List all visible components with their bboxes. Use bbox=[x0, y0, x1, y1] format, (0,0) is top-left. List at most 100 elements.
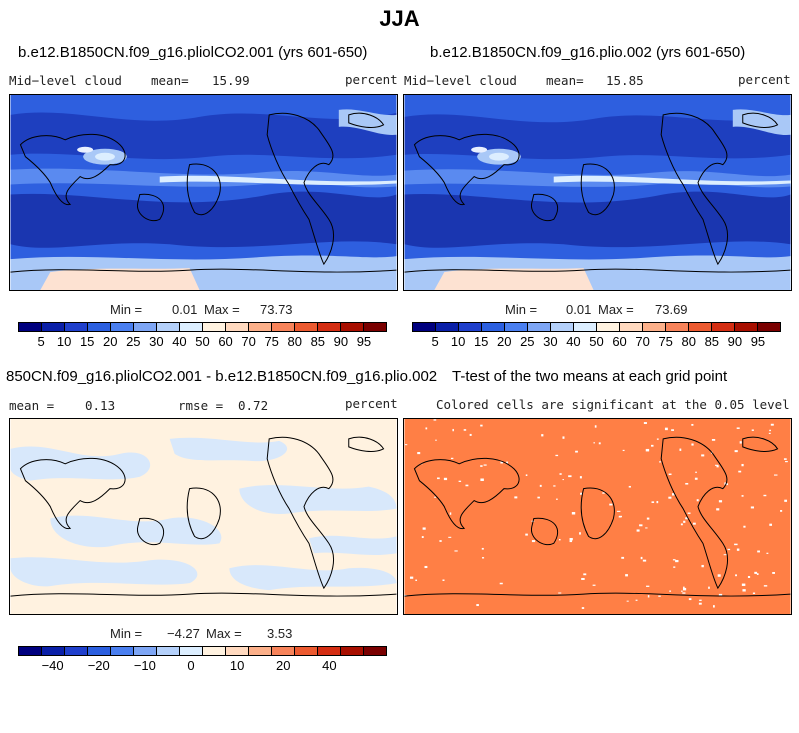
bottom-left-rmse-label: rmse = bbox=[178, 398, 224, 413]
colorbar-swatch bbox=[620, 323, 643, 331]
colorbar-tick-label: 80 bbox=[681, 334, 696, 349]
colorbar-swatch bbox=[436, 323, 459, 331]
top-right-max-label: Max = bbox=[598, 302, 634, 317]
colorbar-tick-label: 80 bbox=[287, 334, 302, 349]
colorbar-tick-label: 20 bbox=[497, 334, 512, 349]
top-right-colorbar-labels: 5 10 15 20 25 30 40 50 60 70 75 80 85 90 95 bbox=[412, 334, 781, 350]
top-right-mean-label: mean= bbox=[546, 73, 584, 88]
colorbar-swatch bbox=[643, 323, 666, 331]
bottom-left-max-value: 3.53 bbox=[267, 626, 293, 641]
colorbar-swatch bbox=[111, 647, 134, 655]
colorbar-swatch bbox=[528, 323, 551, 331]
colorbar-swatch bbox=[19, 323, 42, 331]
colorbar-swatch bbox=[318, 647, 341, 655]
colorbar-tick-label: 70 bbox=[241, 334, 256, 349]
top-right-mean-value: 15.85 bbox=[606, 73, 644, 88]
colorbar-tick-label: −40 bbox=[41, 658, 64, 673]
colorbar-tick-label: 15 bbox=[473, 334, 489, 349]
top-left-map bbox=[9, 94, 398, 291]
colorbar-tick-label: 60 bbox=[612, 334, 627, 349]
bottom-left-mean-label: mean = bbox=[9, 398, 55, 413]
colorbar-swatch bbox=[318, 323, 341, 331]
bottom-right-ttest-field bbox=[404, 419, 791, 614]
top-left-min-label: Min = bbox=[110, 302, 143, 317]
bottom-right-case-title: T-test of the two means at each grid poi… bbox=[452, 368, 728, 385]
colorbar-tick-label: 0 bbox=[187, 658, 195, 673]
top-left-case-title: b.e12.B1850CN.f09_g16.pliolCO2.001 (yrs … bbox=[18, 44, 368, 61]
colorbar-tick-label: 15 bbox=[79, 334, 95, 349]
colorbar-swatch bbox=[65, 647, 88, 655]
colorbar-tick-label: −10 bbox=[133, 658, 156, 673]
top-right-min-label: Min = bbox=[505, 302, 538, 317]
colorbar-swatch bbox=[111, 323, 134, 331]
colorbar-swatch bbox=[203, 647, 226, 655]
colorbar-swatch bbox=[88, 323, 111, 331]
colorbar-swatch bbox=[203, 323, 226, 331]
bottom-left-min-label: Min = bbox=[110, 626, 143, 641]
colorbar-swatch bbox=[272, 647, 295, 655]
colorbar-swatch bbox=[341, 323, 364, 331]
colorbar-swatch bbox=[180, 323, 203, 331]
colorbar-tick-label: 90 bbox=[727, 334, 743, 349]
colorbar-tick-label: 60 bbox=[218, 334, 233, 349]
colorbar-tick-label: 95 bbox=[356, 334, 372, 349]
colorbar-swatch bbox=[19, 647, 42, 655]
top-right-min-value: 0.01 bbox=[566, 302, 592, 317]
colorbar-tick-label: 10 bbox=[450, 334, 466, 349]
top-right-case-title: b.e12.B1850CN.f09_g16.plio.002 (yrs 601-… bbox=[430, 44, 746, 61]
colorbar-tick-label: 30 bbox=[543, 334, 558, 349]
colorbar-tick-label: 20 bbox=[103, 334, 118, 349]
colorbar-tick-label: 10 bbox=[56, 334, 72, 349]
top-left-variable: Mid−level cloud bbox=[9, 73, 122, 88]
colorbar-swatch bbox=[180, 647, 203, 655]
top-right-cloud-field bbox=[404, 95, 791, 290]
bottom-left-case-title: 850CN.f09_g16.pliolCO2.001 - b.e12.B1850… bbox=[6, 368, 438, 385]
colorbar-swatch bbox=[758, 323, 780, 331]
bottom-left-map bbox=[9, 418, 398, 615]
colorbar-tick-label: 40 bbox=[322, 658, 337, 673]
bottom-left-max-label: Max = bbox=[206, 626, 242, 641]
colorbar-tick-label: 30 bbox=[149, 334, 164, 349]
colorbar-swatch bbox=[88, 647, 111, 655]
colorbar-tick-label: −20 bbox=[87, 658, 110, 673]
colorbar-swatch bbox=[272, 323, 295, 331]
top-left-colorbar-labels: 5 10 15 20 25 30 40 50 60 70 75 80 85 90 95 bbox=[18, 334, 387, 350]
bottom-left-mean-value: 0.13 bbox=[85, 398, 116, 413]
colorbar-swatch bbox=[459, 323, 482, 331]
colorbar-tick-label: 25 bbox=[520, 334, 535, 349]
top-left-cloud-field bbox=[10, 95, 397, 290]
colorbar-swatch bbox=[505, 323, 528, 331]
colorbar-swatch bbox=[482, 323, 505, 331]
top-left-min-value: 0.01 bbox=[172, 302, 198, 317]
top-right-colorbar bbox=[412, 322, 781, 332]
colorbar-tick-label: 70 bbox=[635, 334, 650, 349]
colorbar-tick-label: 85 bbox=[704, 334, 720, 349]
colorbar-swatch bbox=[712, 323, 735, 331]
top-left-mean-value: 15.99 bbox=[212, 73, 250, 88]
top-right-units: percent bbox=[738, 72, 791, 87]
colorbar-swatch bbox=[689, 323, 712, 331]
bottom-right-subtitle: Colored cells are significant at the 0.0… bbox=[436, 397, 790, 412]
colorbar-swatch bbox=[735, 323, 758, 331]
colorbar-tick-label: 40 bbox=[172, 334, 187, 349]
colorbar-swatch bbox=[134, 647, 157, 655]
colorbar-swatch bbox=[574, 323, 597, 331]
top-right-max-value: 73.69 bbox=[655, 302, 688, 317]
colorbar-tick-label: 20 bbox=[275, 658, 291, 673]
colorbar-tick-label: 5 bbox=[431, 334, 439, 349]
colorbar-tick-label: 50 bbox=[589, 334, 604, 349]
top-right-variable: Mid−level cloud bbox=[404, 73, 517, 88]
top-left-max-label: Max = bbox=[204, 302, 240, 317]
bottom-right-map bbox=[403, 418, 792, 615]
colorbar-tick-label: 95 bbox=[750, 334, 766, 349]
colorbar-swatch bbox=[226, 647, 249, 655]
colorbar-swatch bbox=[65, 323, 88, 331]
colorbar-tick-label: 10 bbox=[229, 658, 245, 673]
colorbar-swatch bbox=[341, 647, 364, 655]
colorbar-swatch bbox=[134, 323, 157, 331]
top-right-map bbox=[403, 94, 792, 291]
colorbar-swatch bbox=[295, 323, 318, 331]
colorbar-swatch bbox=[42, 647, 65, 655]
colorbar-tick-label: 85 bbox=[310, 334, 326, 349]
colorbar-swatch bbox=[42, 323, 65, 331]
